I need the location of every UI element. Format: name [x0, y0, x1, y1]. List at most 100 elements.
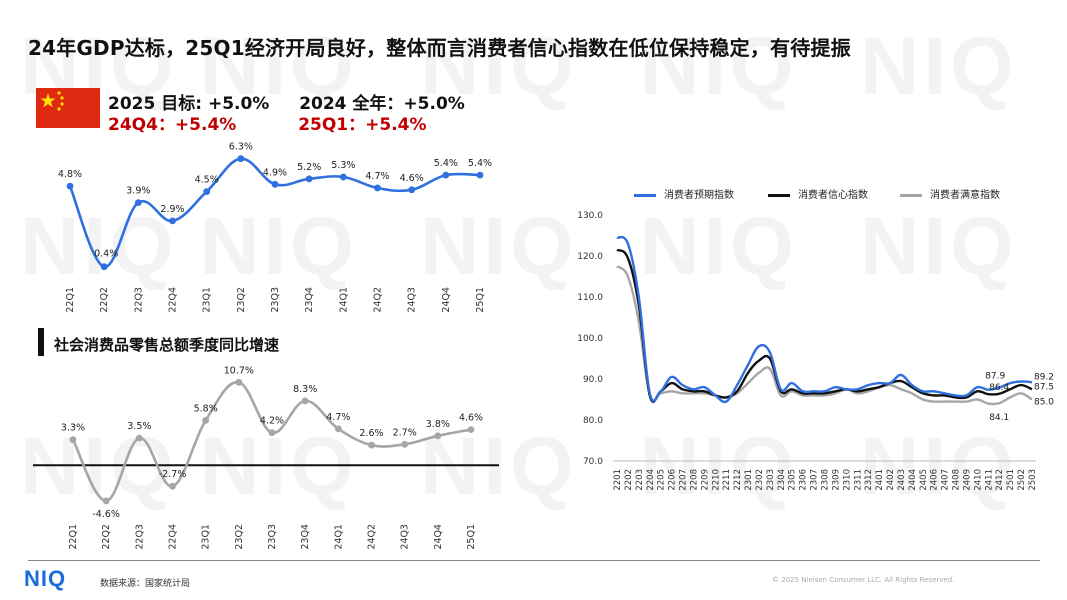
niq-watermark: NIQ: [640, 201, 798, 292]
data-label: 4.7%: [326, 412, 350, 423]
data-point: [235, 378, 243, 386]
data-label: -2.7%: [159, 469, 187, 480]
data-label: 5.4%: [434, 158, 458, 169]
x-tick-label: 23Q1: [202, 287, 213, 313]
data-label: -4.6%: [92, 509, 120, 520]
data-label: 3.5%: [127, 421, 151, 432]
niq-watermark: NIQ: [200, 421, 358, 512]
q4-2024-gdp: 24Q4：+5.4%: [108, 115, 237, 135]
data-label: 4.6%: [400, 173, 424, 184]
data-label: 4.8%: [58, 169, 82, 180]
data-point: [442, 171, 450, 179]
x-tick-label: 2402: [886, 469, 896, 491]
data-label: 6.3%: [229, 142, 253, 153]
x-tick-label: 2411: [984, 469, 994, 491]
x-tick-label: 2404: [908, 469, 918, 491]
data-point: [237, 155, 245, 163]
x-tick-label: 23Q4: [300, 524, 311, 550]
x-tick-label: 22Q4: [168, 287, 179, 313]
x-tick-label: 2310: [842, 469, 852, 491]
legend-entry: 消费者满意指数: [900, 186, 1000, 201]
x-tick-label: 23Q2: [234, 524, 245, 550]
legend-label: 消费者满意指数: [930, 190, 1000, 201]
x-tick-label: 23Q3: [270, 287, 281, 313]
niq-watermark: NIQ: [20, 201, 178, 292]
x-tick-label: 2205: [657, 469, 667, 491]
data-point: [203, 188, 211, 196]
data-point: [368, 441, 375, 449]
data-point: [305, 175, 313, 183]
niq-watermark: NIQ: [420, 21, 578, 112]
x-tick-label: 2304: [777, 469, 787, 491]
data-label: 87.5: [1034, 382, 1054, 392]
data-label: 4.7%: [365, 171, 389, 182]
y-tick-label: 90.0: [583, 375, 603, 385]
data-point: [339, 173, 347, 181]
y-tick-label: 120.0: [577, 252, 603, 262]
data-point: [169, 217, 176, 225]
x-tick-label: 2202: [624, 469, 634, 491]
gdp-target-row: 2025 目标: +5.0% 2024 全年：+5.0%: [108, 89, 465, 114]
data-label: 3.3%: [61, 423, 85, 434]
x-tick-label: 23Q1: [201, 524, 212, 550]
data-point: [169, 482, 176, 490]
y-tick-label: 110.0: [577, 293, 603, 303]
niq-watermark: NIQ: [640, 421, 798, 512]
data-point: [135, 434, 143, 442]
x-tick-label: 23Q4: [304, 287, 315, 313]
data-point: [100, 263, 108, 271]
x-tick-label: 2311: [853, 469, 863, 491]
x-tick-label: 2306: [799, 469, 809, 491]
legend-swatch: [768, 193, 790, 197]
x-tick-label: 24Q3: [407, 287, 418, 313]
niq-watermark: NIQ: [420, 201, 578, 292]
data-label: 2.6%: [359, 428, 383, 439]
data-point: [134, 199, 142, 206]
data-label: 89.2: [1034, 372, 1054, 382]
data-point: [467, 426, 475, 433]
x-tick-label: 2403: [897, 469, 907, 491]
legend-label: 消费者信心指数: [798, 190, 868, 201]
x-tick-label: 22Q1: [65, 287, 76, 313]
data-source: 数据来源：国家统计局: [100, 579, 191, 589]
legend-swatch: [900, 193, 922, 197]
data-label: 3.8%: [426, 419, 450, 430]
x-tick-label: 2206: [668, 469, 678, 491]
data-label: 4.6%: [459, 413, 483, 424]
data-point: [476, 171, 484, 179]
data-point: [374, 184, 381, 192]
legend-entry: 消费者预期指数: [634, 186, 734, 201]
x-tick-label: 22Q3: [134, 524, 145, 550]
data-label: 5.8%: [194, 403, 218, 414]
legend-entry: 消费者信心指数: [768, 186, 868, 201]
x-tick-label: 22Q4: [168, 524, 179, 550]
data-label: 3.9%: [126, 186, 150, 197]
x-tick-label: 2211: [722, 469, 732, 491]
data-point: [401, 440, 409, 448]
data-label: 2.9%: [160, 204, 184, 215]
y-tick-label: 70.0: [583, 457, 603, 467]
x-tick-label: 24Q3: [400, 524, 411, 550]
data-point: [268, 429, 276, 437]
x-tick-label: 2201: [613, 469, 623, 491]
niq-watermark: NIQ: [20, 421, 178, 512]
data-point: [271, 180, 279, 188]
series-line: [71, 380, 472, 503]
data-point: [434, 432, 442, 440]
x-tick-label: 2210: [711, 469, 721, 491]
legend-swatch: [634, 193, 656, 197]
x-tick-label: 22Q2: [101, 524, 112, 550]
x-tick-label: 2207: [679, 469, 689, 491]
y-tick-label: 130.0: [577, 211, 603, 221]
gdp-quarter-row: 24Q4：+5.4% 25Q1：+5.4%: [108, 110, 427, 135]
x-tick-label: 2305: [788, 469, 798, 491]
x-tick-label: 2301: [744, 469, 754, 491]
data-label: 2.7%: [393, 427, 417, 438]
series-line-1: [616, 248, 1033, 403]
data-label: 87.9: [985, 372, 1005, 382]
x-tick-label: 2309: [831, 469, 841, 491]
x-tick-label: 2312: [864, 469, 874, 491]
y-tick-label: 80.0: [583, 416, 603, 426]
x-tick-label: 2203: [635, 469, 645, 491]
x-tick-label: 22Q3: [133, 287, 144, 313]
